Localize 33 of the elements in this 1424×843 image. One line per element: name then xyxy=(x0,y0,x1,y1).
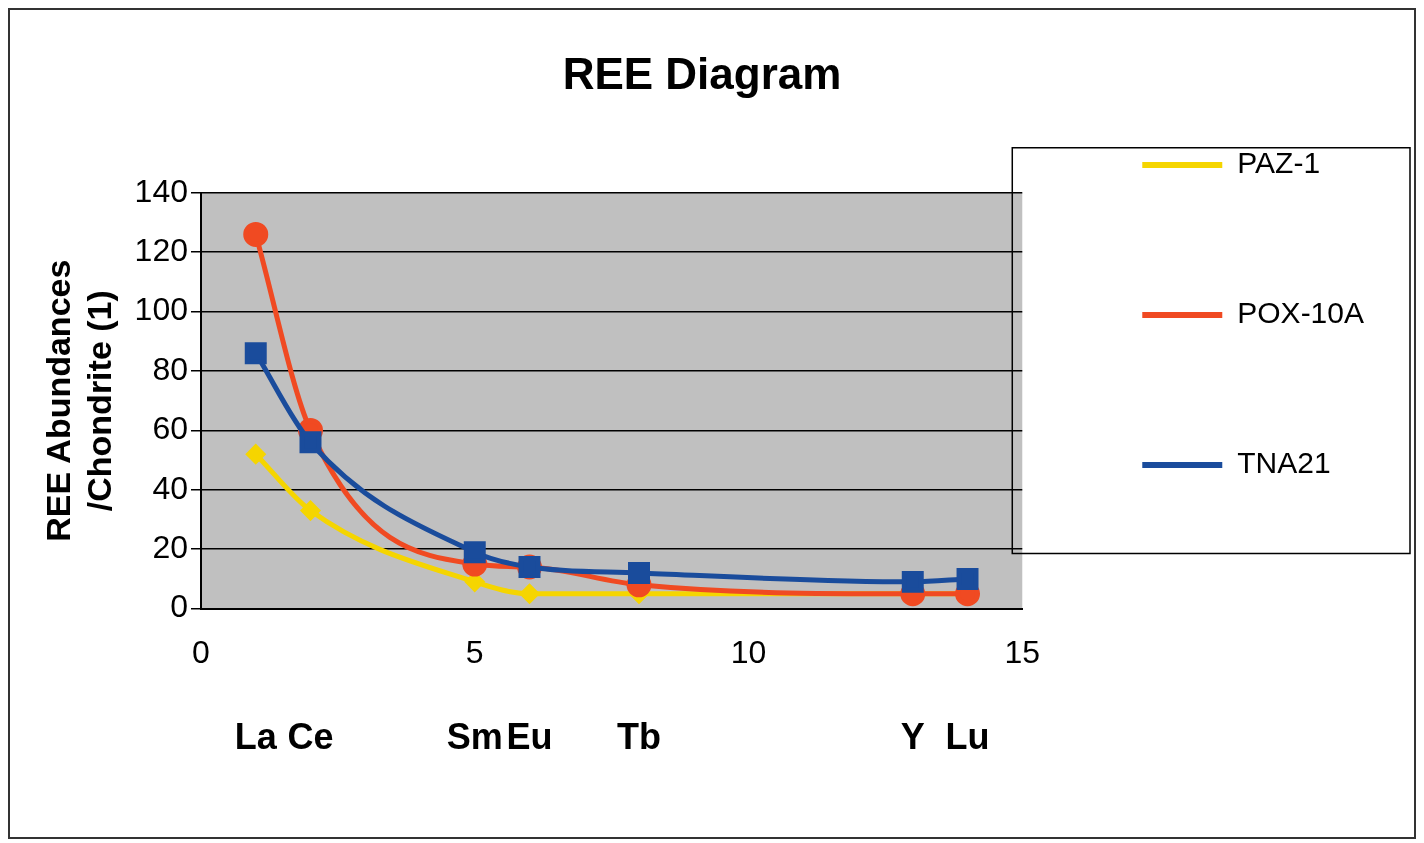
x-tick-label: 10 xyxy=(730,633,767,670)
y-tick-label: 0 xyxy=(170,588,188,625)
text: Tb xyxy=(617,715,661,757)
point xyxy=(301,501,320,521)
text: Eu xyxy=(506,715,553,757)
y-tick-label: 120 xyxy=(134,232,188,269)
text: Lu xyxy=(945,715,990,757)
point xyxy=(299,431,322,454)
point xyxy=(246,444,266,464)
point xyxy=(243,221,269,247)
point xyxy=(628,561,650,584)
point xyxy=(901,570,924,593)
y-axis-title: REE Abundances /Chondrite (1) xyxy=(38,259,118,542)
text: Sm xyxy=(446,715,503,757)
y-tick-label: 40 xyxy=(152,469,188,506)
point xyxy=(956,567,979,590)
y-tick-label: 80 xyxy=(152,350,188,387)
point xyxy=(463,541,486,564)
chart-title: REE Diagram xyxy=(562,48,842,98)
y-tick-label: 140 xyxy=(134,172,188,209)
text: Ce xyxy=(287,715,334,757)
x-tick-label: 15 xyxy=(1004,633,1041,670)
text: La xyxy=(234,715,278,757)
point xyxy=(520,584,540,604)
point xyxy=(244,342,267,365)
text: Y xyxy=(900,715,925,757)
y-tick-label: 60 xyxy=(152,410,188,447)
y-tick-label: 20 xyxy=(152,529,188,566)
y-tick-label: 100 xyxy=(134,291,188,328)
x-tick-label: 5 xyxy=(465,633,484,670)
legend-label: POX-10A xyxy=(1237,296,1365,330)
legend-label: TNA21 xyxy=(1237,446,1331,480)
legend-label: PAZ-1 xyxy=(1237,146,1321,180)
